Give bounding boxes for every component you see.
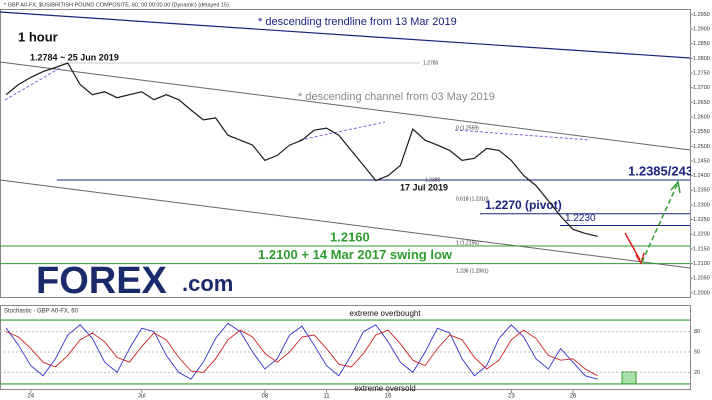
x-tick-label: 11: [323, 394, 330, 400]
level-label: 1.2385/2430: [628, 163, 700, 178]
channel-lower: [0, 179, 691, 269]
level-label: 1.2100 + 14 Mar 2017 swing low: [258, 247, 453, 262]
y-tick-label: 1.2200: [693, 232, 710, 238]
pattern-line: [454, 129, 591, 141]
price-panel: [0, 9, 691, 298]
level-label: extreme oversold: [354, 384, 415, 393]
y-tick-label: 1.2350: [693, 188, 710, 194]
y-tick-label: 80: [694, 329, 700, 335]
pattern-line: [4, 67, 61, 101]
y-tick-label: 1.2950: [693, 12, 710, 18]
level-label: 1.2270 (pivot): [485, 198, 562, 212]
y-tick-label: 1.2550: [693, 129, 710, 135]
price-line: [5, 62, 598, 237]
stoch-title: Stochastic - GBP A0-FX, 60: [4, 309, 79, 315]
y-tick-label: 1.2100: [693, 261, 710, 267]
x-tick-label: 16: [385, 394, 392, 400]
level-label: 1.2160: [330, 229, 370, 244]
y-tick-label: 20: [694, 370, 700, 376]
y-tick-label: 1.2750: [693, 70, 710, 76]
level-label: extreme overbought: [349, 309, 421, 318]
annotation: 1.2784 ~ 25 Jun 2019: [30, 52, 119, 62]
x-tick-label: 23: [508, 394, 515, 400]
y-tick-label: 1.2000: [693, 290, 710, 296]
x-tick-label: Jul: [138, 394, 146, 400]
fib-label: 0.618 (1.2310): [456, 196, 489, 202]
y-tick-label: 1.2400: [693, 173, 710, 179]
annotation: * descending trendline from 13 Mar 2019: [258, 16, 457, 28]
y-tick-label: 1.2900: [693, 27, 710, 33]
arrow-head: [670, 180, 681, 194]
stoch-line: [6, 329, 598, 377]
logo-suffix: .com: [182, 271, 233, 296]
stoch-panel: [0, 305, 691, 390]
level-label: 1.2230: [565, 213, 596, 224]
header: * GBP A0-FX, $US/BRITISH POUND COMPOSITE…: [4, 2, 229, 8]
y-tick-label: 1.2500: [693, 144, 710, 150]
x-tick-label: 26: [570, 394, 577, 400]
timeframe: 1 hour: [18, 29, 58, 44]
fib-label: 1 (1.2156): [456, 240, 479, 246]
forecast-down: [624, 232, 641, 261]
x-tick-label: 24: [27, 394, 34, 400]
arrow-head: [635, 252, 645, 265]
y-tick-label: 1.2800: [693, 56, 710, 62]
y-tick-label: 1.2300: [693, 202, 710, 208]
annotation: * descending channel from 03 May 2019: [298, 91, 495, 103]
fib-label: 1.2380: [425, 177, 441, 183]
forecast-up: [641, 184, 678, 263]
oversold-zone: [621, 371, 637, 385]
y-tick-label: 1.2850: [693, 41, 710, 47]
y-tick-label: 1.2700: [693, 85, 710, 91]
y-tick-label: 1.2050: [693, 276, 710, 282]
y-tick-label: 50: [694, 349, 700, 355]
y-tick-label: 1.2650: [693, 100, 710, 106]
pattern-line: [299, 121, 386, 141]
annotation: 17 Jul 2019: [400, 182, 448, 192]
trendline: [0, 11, 691, 59]
y-tick-label: 1.2450: [693, 158, 710, 164]
stoch-line: [5, 322, 598, 380]
y-tick-label: 1.2250: [693, 217, 710, 223]
logo-brand: FOREX: [36, 260, 168, 302]
fib-label: 0 (1.2559): [456, 125, 479, 131]
channel-upper: [0, 61, 691, 151]
axis-background: [691, 9, 712, 390]
y-tick-label: 1.2150: [693, 246, 710, 252]
fib-label: 1.236 (1.2061): [456, 268, 489, 274]
fib-label: 1.2783: [423, 60, 439, 66]
y-tick-label: 1.2600: [693, 114, 710, 120]
x-tick-label: 08: [262, 394, 269, 400]
